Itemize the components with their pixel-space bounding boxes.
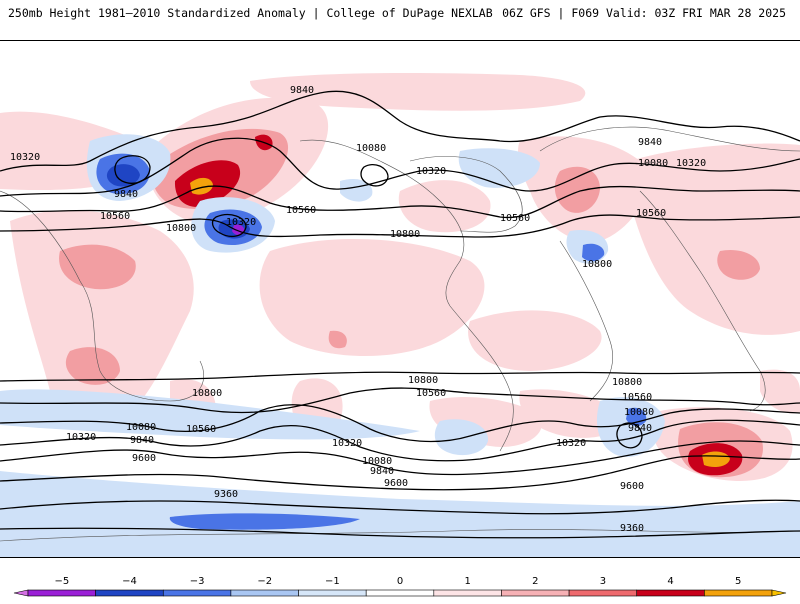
contour-label: 10080 — [362, 456, 392, 467]
contour-label: 10080 — [356, 143, 386, 154]
colorbar-tick-label: −2 — [257, 576, 272, 587]
colorbar-tick-label: −4 — [122, 576, 137, 587]
contour-label: 9840 — [370, 466, 394, 477]
colorbar-segment — [365, 589, 435, 597]
colorbar-tick-label: 0 — [397, 576, 403, 587]
colorbar-segment — [27, 589, 96, 597]
height-contours — [0, 90, 800, 539]
contour-label: 9840 — [290, 85, 314, 96]
contour-label: 9360 — [620, 523, 644, 534]
contour-label: 9600 — [132, 453, 156, 464]
contour-label: 10560 — [286, 205, 316, 216]
colorbar-tick-label: −5 — [54, 576, 69, 587]
colorbar-segment — [230, 589, 299, 597]
contour-label: 10320 — [676, 158, 706, 169]
contour-label: 10800 — [582, 259, 612, 270]
colorbar-low-extension — [13, 589, 29, 597]
colorbar-canvas: −5 −4 −3 −2 −1 0 1 2 3 4 5 — [13, 576, 787, 597]
contour-label: 10320 — [556, 438, 586, 449]
contour-label: 9600 — [384, 478, 408, 489]
colorbar-segment — [162, 589, 232, 597]
colorbar-tick-label: 4 — [667, 576, 673, 587]
contour-label: 9840 — [638, 137, 662, 148]
contour-label: 10320 — [10, 152, 40, 163]
map-canvas: 9840 10320 9840 10560 10800 10320 10560 … — [0, 73, 800, 557]
colorbar-tick-labels: −5 −4 −3 −2 −1 0 1 2 3 4 5 — [54, 576, 741, 587]
contour-label: 10560 — [416, 388, 446, 399]
anomaly-colorbar: −5 −4 −3 −2 −1 0 1 2 3 4 5 — [0, 570, 800, 600]
contour-label: 10560 — [500, 213, 530, 224]
contour-label: 10080 — [624, 407, 654, 418]
contour-label: 9840 — [628, 423, 652, 434]
model-run-info: 06Z GFS | F069 Valid: 03Z FRI MAR 28 202… — [502, 6, 786, 20]
contour-label: 10320 — [226, 217, 256, 228]
colorbar-high-extension — [771, 589, 787, 597]
colorbar-segment — [704, 589, 773, 597]
colorbar-tick-label: −3 — [190, 576, 205, 587]
contour-label-group: 9840 10320 9840 10560 10800 10320 10560 … — [10, 85, 706, 534]
contour-label: 10800 — [390, 229, 420, 240]
colorbar-tick-label: 3 — [600, 576, 606, 587]
colorbar-segment — [95, 589, 164, 597]
map-title: 250mb Height 1981–2010 Standardized Anom… — [8, 6, 493, 20]
contour-label: 10560 — [100, 211, 130, 222]
contour-label: 10320 — [66, 432, 96, 443]
header: 250mb Height 1981–2010 Standardized Anom… — [0, 0, 800, 40]
contour-label: 10800 — [192, 388, 222, 399]
coastlines — [0, 126, 800, 542]
contour-label: 9840 — [130, 435, 154, 446]
anomaly-map: 9840 10320 9840 10560 10800 10320 10560 … — [0, 40, 800, 558]
contour-label: 10320 — [416, 166, 446, 177]
contour-label: 10560 — [636, 208, 666, 219]
contour-label: 9840 — [114, 189, 138, 200]
contour-label: 9360 — [214, 489, 238, 500]
colorbar-segment — [433, 589, 502, 597]
contour-label: 10320 — [332, 438, 362, 449]
colorbar-segment — [568, 589, 638, 597]
contour-label: 10560 — [622, 392, 652, 403]
contour-label: 9600 — [620, 481, 644, 492]
contour-label: 10800 — [166, 223, 196, 234]
positive-anomaly-extreme — [190, 177, 730, 467]
contour-label: 10080 — [126, 422, 156, 433]
contour-label: 10800 — [612, 377, 642, 388]
colorbar-tick-label: 1 — [464, 576, 470, 587]
colorbar-tick-label: −1 — [325, 576, 340, 587]
contour-label: 10080 — [638, 158, 668, 169]
colorbar-segment — [298, 589, 367, 597]
colorbar-segment — [501, 589, 570, 597]
colorbar-segment — [636, 589, 705, 597]
colorbar-tick-label: 5 — [735, 576, 741, 587]
colorbar-segments — [13, 589, 787, 597]
contour-label: 10800 — [408, 375, 438, 386]
contour-label: 10560 — [186, 424, 216, 435]
colorbar-tick-label: 2 — [532, 576, 538, 587]
